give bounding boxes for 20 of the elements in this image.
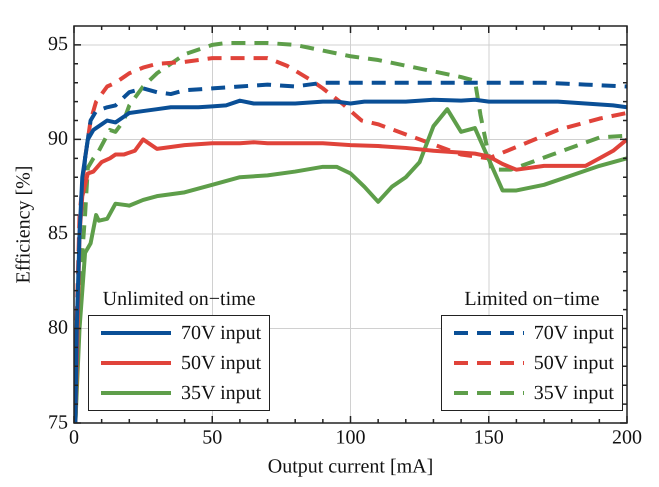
- x-tick-label: 100: [336, 426, 366, 448]
- x-tick-label: 150: [474, 426, 504, 448]
- annotation: Limited on−time: [463, 288, 600, 311]
- x-tick-label: 0: [69, 426, 79, 448]
- legend-label: 50V input: [181, 352, 262, 374]
- legend-label: 50V input: [534, 352, 614, 374]
- y-axis-title: Efficiency [%]: [12, 166, 34, 284]
- x-tick-label: 200: [612, 426, 642, 448]
- y-tick-label: 80: [48, 316, 68, 339]
- legend-label: 70V input: [181, 322, 262, 344]
- y-tick-label: 90: [48, 128, 68, 150]
- legend-label: 35V input: [181, 382, 262, 404]
- x-tick-label: 50: [202, 426, 222, 448]
- y-tick-label: 95: [48, 33, 68, 56]
- annotation: Unlimited on−time: [102, 288, 257, 311]
- legend-label: 70V input: [534, 322, 614, 344]
- legend-label: 35V input: [534, 382, 614, 404]
- y-tick-label: 75: [48, 411, 68, 434]
- x-axis-title: Output current [mA]: [268, 455, 434, 478]
- y-tick-label: 85: [48, 222, 68, 244]
